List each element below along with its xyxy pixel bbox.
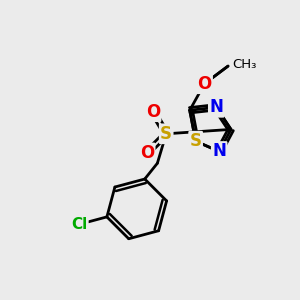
Text: O: O <box>197 75 212 93</box>
Text: CH₃: CH₃ <box>232 58 256 71</box>
Text: S: S <box>160 125 172 143</box>
Text: N: N <box>212 142 226 160</box>
Text: S: S <box>190 132 202 150</box>
Text: O: O <box>140 144 154 162</box>
Text: Cl: Cl <box>71 217 87 232</box>
Text: O: O <box>146 103 160 121</box>
Text: N: N <box>209 98 223 116</box>
